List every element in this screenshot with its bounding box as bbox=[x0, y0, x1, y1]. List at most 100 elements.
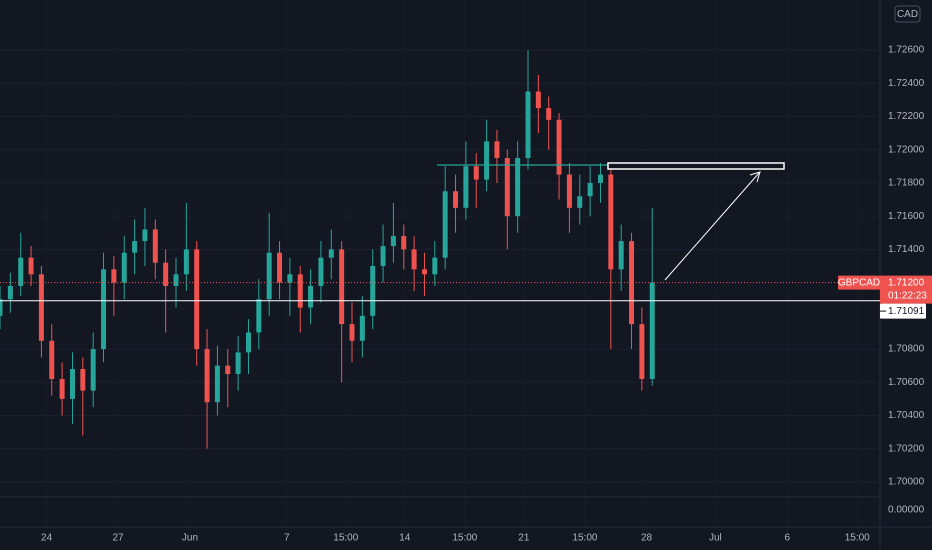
y-tick-label: 1.70800 bbox=[888, 344, 925, 355]
y-tick-label: 1.72000 bbox=[888, 144, 925, 155]
candle-body bbox=[266, 252, 272, 300]
currency: CAD bbox=[897, 9, 918, 20]
candle-body bbox=[525, 91, 531, 159]
y-tick-label: 1.72200 bbox=[888, 111, 925, 122]
overlay: GBPCAD 1.71200 01:22:23 1.71091 bbox=[0, 275, 932, 319]
y-tick-label: 1.72400 bbox=[888, 78, 925, 89]
candle-body bbox=[38, 274, 44, 341]
arrow-line bbox=[664, 172, 760, 281]
candle-body bbox=[370, 265, 376, 316]
candle-body bbox=[587, 182, 593, 197]
candle-body bbox=[473, 166, 479, 180]
y-tick-label: 1.70200 bbox=[888, 443, 925, 454]
candle-body bbox=[204, 349, 210, 403]
candle-body bbox=[297, 274, 303, 308]
candle-body bbox=[235, 352, 241, 374]
candle-body bbox=[453, 191, 459, 208]
candle-body bbox=[111, 269, 117, 283]
candle-body bbox=[90, 349, 96, 391]
y-tick-label: 1.71600 bbox=[888, 211, 925, 222]
y-tick-label: 1.72600 bbox=[888, 45, 925, 56]
x-tick-label: 15:00 bbox=[845, 533, 870, 544]
candle-body bbox=[504, 158, 510, 217]
candle-body bbox=[287, 274, 293, 283]
y-tick-label: 1.71400 bbox=[888, 244, 925, 255]
candle-body bbox=[194, 249, 200, 350]
x-tick-label: 27 bbox=[112, 533, 124, 544]
last-price-box bbox=[880, 275, 932, 304]
candle-body bbox=[401, 236, 407, 250]
last-price-label: 1.71200 bbox=[888, 277, 925, 288]
x-tick-label: 7 bbox=[284, 533, 290, 544]
candle-body bbox=[577, 196, 583, 208]
candle-body bbox=[629, 241, 635, 325]
candle-body bbox=[225, 365, 231, 374]
x-tick-label: 15:00 bbox=[333, 533, 358, 544]
arrow-head bbox=[749, 171, 761, 183]
countdown: 01:22:23 bbox=[888, 290, 927, 301]
x-tick-label: 15:00 bbox=[452, 533, 477, 544]
candle-body bbox=[80, 369, 86, 391]
candle-body bbox=[7, 285, 13, 300]
candle-body bbox=[318, 257, 324, 286]
candle-body bbox=[328, 249, 334, 258]
candle-body bbox=[380, 246, 386, 266]
candle-body bbox=[173, 274, 179, 286]
candle-body bbox=[214, 365, 220, 403]
candle-body bbox=[28, 257, 34, 275]
x-tick-label: Jul bbox=[709, 533, 722, 544]
candle-body bbox=[152, 229, 158, 263]
candle-body bbox=[515, 158, 521, 217]
x-tick-label: 14 bbox=[399, 533, 411, 544]
candle-body bbox=[597, 174, 603, 183]
candle-body bbox=[277, 252, 283, 283]
candle-body bbox=[359, 315, 365, 341]
x-tick-label: 21 bbox=[518, 533, 530, 544]
candle-body bbox=[546, 108, 552, 120]
candle-body bbox=[535, 91, 541, 109]
candle-body bbox=[339, 249, 345, 325]
symbol-label-box bbox=[838, 275, 880, 290]
candle-body bbox=[349, 324, 355, 341]
candle-body bbox=[163, 262, 169, 286]
candle-body bbox=[245, 332, 251, 353]
candle-body bbox=[256, 299, 262, 333]
y-tick-label: 0.00000 bbox=[888, 505, 925, 516]
candle-body bbox=[566, 174, 572, 208]
y-tick-label: 1.70400 bbox=[888, 410, 925, 421]
candle-body bbox=[608, 174, 614, 270]
candles bbox=[0, 50, 655, 449]
candle-body bbox=[142, 229, 148, 242]
x-tick-label: 24 bbox=[41, 533, 53, 544]
candle-body bbox=[484, 141, 490, 180]
candle-body bbox=[442, 191, 448, 258]
x-tick-label: 28 bbox=[641, 533, 653, 544]
candle-body bbox=[432, 257, 438, 275]
candle-body bbox=[101, 269, 107, 350]
candle-body bbox=[421, 269, 427, 275]
candle-body bbox=[183, 249, 189, 275]
candle-body bbox=[390, 236, 396, 247]
candle-body bbox=[69, 369, 75, 399]
x-tick-label: 15:00 bbox=[572, 533, 597, 544]
candle-body bbox=[494, 141, 500, 159]
candle-body bbox=[639, 324, 645, 379]
target-box bbox=[607, 162, 785, 170]
candle-body bbox=[556, 119, 562, 175]
candle-body bbox=[411, 249, 417, 270]
candle-body bbox=[49, 340, 55, 379]
candle-body bbox=[463, 166, 469, 208]
currency-box[interactable] bbox=[894, 5, 921, 23]
y-tick-label: 1.70600 bbox=[888, 377, 925, 388]
candle-body bbox=[121, 252, 127, 283]
candle-body bbox=[18, 257, 24, 286]
candle-body bbox=[59, 378, 65, 399]
candle-body bbox=[308, 285, 314, 308]
x-tick-label: 6 bbox=[785, 533, 791, 544]
level-label-box bbox=[880, 303, 926, 319]
x-tick-label: Jun bbox=[182, 533, 198, 544]
